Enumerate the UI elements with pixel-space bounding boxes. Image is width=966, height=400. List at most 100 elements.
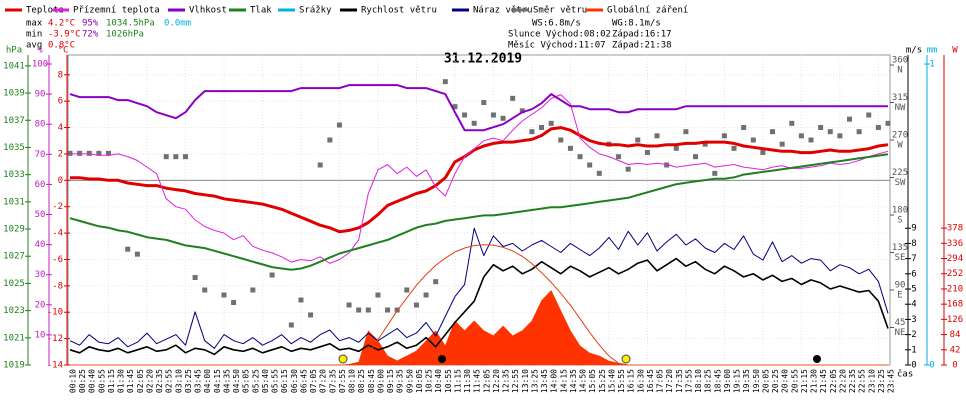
x-tick-label: 19:15 [733, 369, 742, 393]
series-point [404, 287, 410, 293]
x-tick-label: 05:40 [261, 369, 270, 393]
series-point [452, 104, 458, 110]
y-tick-label: 1037 [3, 116, 25, 126]
series-point [539, 125, 545, 130]
x-tick-label: 11:30 [463, 369, 472, 393]
series-point [134, 251, 140, 257]
y-tick-label: 100 [32, 60, 48, 70]
x-tick-label: 01:15 [107, 369, 116, 393]
x-tick-label: 00:40 [88, 369, 97, 393]
x-tick-label: 12:35 [502, 369, 511, 393]
stat-temp: 0.8°C [48, 41, 75, 51]
x-tick-label: 08:25 [357, 369, 366, 393]
x-tick-label: 16:15 [627, 369, 636, 393]
series-point [471, 120, 477, 126]
y-tick-label: 336 [947, 239, 963, 249]
series-point [587, 162, 593, 168]
stat-label: min [26, 30, 42, 40]
x-tick-label: 22:55 [858, 369, 867, 393]
x-tick-label: 14:50 [579, 369, 588, 393]
y-tick-label: 8 [58, 70, 63, 80]
x-tick-label: 15:25 [598, 369, 607, 393]
y-tick-label: 3 [911, 315, 916, 325]
series-point [288, 322, 294, 328]
y-tick-label: S [897, 216, 902, 226]
series-point [375, 292, 381, 298]
x-tick-label: 16:45 [646, 369, 655, 393]
series-point [317, 162, 323, 168]
y-tick-label: 2 [911, 330, 916, 340]
legend-label: Náraz větru [473, 6, 533, 16]
series-point [693, 154, 699, 160]
series-point [616, 154, 622, 160]
x-tick-label: 00:25 [78, 369, 87, 393]
x-tick-label: 17:55 [684, 369, 693, 393]
series-point [67, 150, 73, 156]
x-tick-label: 02:35 [155, 369, 164, 393]
x-tick-label: 11:15 [453, 369, 462, 393]
x-tick-label: 04:50 [232, 369, 241, 393]
y-tick-label: -10 [47, 308, 63, 318]
y-tick-label: N [897, 66, 902, 76]
series-point [779, 141, 785, 147]
series-point [789, 120, 795, 126]
x-tick-label: 01:30 [117, 369, 126, 393]
y-tick-label: 5 [911, 285, 916, 295]
series-line [69, 84, 888, 132]
y-tick-label: 7 [911, 254, 916, 264]
y-tick-label: 4 [58, 123, 63, 133]
x-tick-label: 19:35 [742, 369, 751, 393]
x-tick-label: 15:55 [617, 369, 626, 393]
series-point [654, 133, 660, 139]
stat-label: avg [26, 41, 42, 51]
series-point [673, 145, 679, 151]
y-tick-label: 1029 [3, 225, 25, 235]
x-tick-label: 07:05 [309, 369, 318, 393]
x-tick-label: 04:00 [203, 369, 212, 393]
x-tick-label: 07:55 [338, 369, 347, 393]
series-point [808, 137, 814, 143]
y-tick-label: 294 [947, 254, 963, 264]
series-point [77, 150, 83, 156]
series-point [885, 120, 891, 126]
sun-moon-markers [338, 354, 821, 364]
plot-layers: hPa1019102110231025102710291031103310351… [3, 6, 963, 394]
legend-label: Vlhkost [189, 6, 227, 16]
series-point [770, 129, 776, 135]
y-tick-label: 1021 [3, 333, 25, 343]
y-tick-label: 378 [947, 224, 963, 234]
sunrise-marker [338, 354, 348, 364]
x-tick-label: 18:10 [694, 369, 703, 393]
series-line [358, 244, 629, 366]
series-point [423, 292, 429, 298]
series-point [490, 112, 496, 118]
y-tick-label: 1039 [3, 89, 25, 99]
x-tick-label: 21:45 [819, 369, 828, 393]
y-tick-label: 1 [929, 60, 934, 70]
stat-pressure: 1026hPa [106, 30, 144, 40]
x-tick-label: 08:45 [367, 369, 376, 393]
series-point [644, 150, 650, 155]
y-tick-label: 30 [35, 270, 46, 280]
series-point [327, 137, 333, 143]
x-tick-label: 04:15 [213, 369, 222, 393]
stat-humidity: 72% [82, 30, 99, 40]
series-point [837, 133, 843, 139]
y-tick-label: 0 [911, 361, 916, 371]
series-point [125, 246, 131, 252]
x-tick-label: 20:05 [761, 369, 770, 393]
y-tick-label: 2 [58, 149, 63, 159]
y-tick-label: 1019 [3, 361, 25, 371]
legend-label: Tlak [250, 6, 272, 16]
x-tick-label: 10:55 [444, 369, 453, 393]
stat-humidity: 95% [82, 19, 99, 29]
x-tick-label: 03:45 [194, 369, 203, 393]
y-tick-label: 360 [892, 56, 908, 66]
wind-info: WS:6.8m/s [532, 19, 581, 29]
series-point [462, 112, 468, 118]
y-tick-label: -12 [47, 334, 63, 344]
stat-label: max [26, 19, 43, 29]
series-point [702, 141, 708, 147]
series-point [798, 133, 804, 139]
